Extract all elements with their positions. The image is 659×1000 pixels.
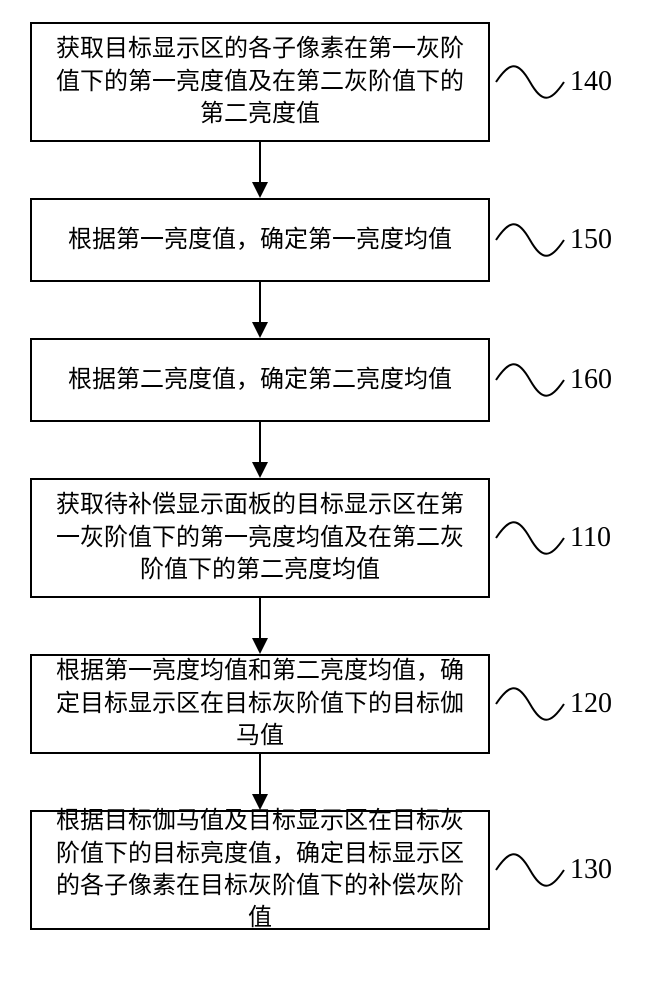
arrow-line — [259, 754, 261, 794]
connector-wave — [490, 847, 570, 893]
flowchart-step-110: 获取待补偿显示面板的目标显示区在第一灰阶值下的第一亮度均值及在第二灰阶值下的第二… — [30, 478, 490, 598]
step-number-150: 150 — [570, 224, 612, 256]
step-text: 获取待补偿显示面板的目标显示区在第一灰阶值下的第一亮度均值及在第二灰阶值下的第二… — [46, 489, 474, 586]
arrow-line — [259, 598, 261, 638]
arrow-head-icon — [252, 794, 268, 810]
step-number-130: 130 — [570, 854, 612, 886]
flowchart-step-130: 根据目标伽马值及目标显示区在目标灰阶值下的目标亮度值，确定目标显示区的各子像素在… — [30, 810, 490, 930]
arrow-line — [259, 422, 261, 462]
connector-wave — [490, 681, 570, 727]
step-text: 根据目标伽马值及目标显示区在目标灰阶值下的目标亮度值，确定目标显示区的各子像素在… — [46, 805, 474, 935]
connector-wave — [490, 217, 570, 263]
arrow-head-icon — [252, 638, 268, 654]
arrow-head-icon — [252, 462, 268, 478]
arrow-line — [259, 142, 261, 182]
flowchart-step-120: 根据第一亮度均值和第二亮度均值，确定目标显示区在目标灰阶值下的目标伽马值 — [30, 654, 490, 754]
step-text: 根据第一亮度均值和第二亮度均值，确定目标显示区在目标灰阶值下的目标伽马值 — [46, 655, 474, 752]
step-text: 根据第二亮度值，确定第二亮度均值 — [46, 364, 474, 396]
arrow-head-icon — [252, 322, 268, 338]
flowchart-step-150: 根据第一亮度值，确定第一亮度均值 — [30, 198, 490, 282]
step-number-140: 140 — [570, 66, 612, 98]
step-number-120: 120 — [570, 688, 612, 720]
flowchart-step-160: 根据第二亮度值，确定第二亮度均值 — [30, 338, 490, 422]
connector-wave — [490, 357, 570, 403]
flowchart-step-140: 获取目标显示区的各子像素在第一灰阶值下的第一亮度值及在第二灰阶值下的第二亮度值 — [30, 22, 490, 142]
arrow-head-icon — [252, 182, 268, 198]
step-text: 获取目标显示区的各子像素在第一灰阶值下的第一亮度值及在第二灰阶值下的第二亮度值 — [46, 33, 474, 130]
connector-wave — [490, 59, 570, 105]
connector-wave — [490, 515, 570, 561]
step-text: 根据第一亮度值，确定第一亮度均值 — [46, 224, 474, 256]
step-number-160: 160 — [570, 364, 612, 396]
step-number-110: 110 — [570, 522, 611, 554]
arrow-line — [259, 282, 261, 322]
